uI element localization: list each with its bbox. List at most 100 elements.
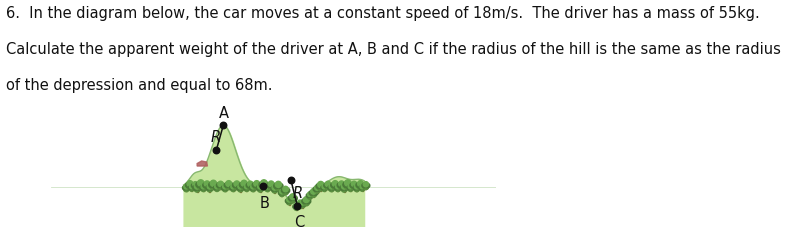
Polygon shape bbox=[191, 189, 192, 191]
Circle shape bbox=[335, 183, 340, 188]
Circle shape bbox=[290, 197, 296, 203]
Circle shape bbox=[233, 186, 237, 190]
Circle shape bbox=[272, 188, 277, 193]
Circle shape bbox=[336, 187, 340, 192]
Circle shape bbox=[272, 185, 277, 190]
Polygon shape bbox=[354, 187, 355, 190]
Circle shape bbox=[347, 186, 351, 190]
Circle shape bbox=[343, 182, 348, 188]
Circle shape bbox=[285, 199, 289, 203]
Polygon shape bbox=[236, 186, 237, 190]
Circle shape bbox=[196, 182, 201, 188]
Circle shape bbox=[353, 186, 357, 190]
Polygon shape bbox=[350, 189, 351, 191]
Circle shape bbox=[333, 181, 338, 187]
Text: R: R bbox=[210, 130, 221, 144]
Circle shape bbox=[288, 199, 293, 203]
Circle shape bbox=[189, 187, 194, 191]
Circle shape bbox=[189, 183, 195, 188]
Circle shape bbox=[214, 185, 219, 189]
Circle shape bbox=[296, 205, 300, 209]
Circle shape bbox=[236, 186, 241, 190]
Circle shape bbox=[263, 182, 269, 188]
Circle shape bbox=[191, 186, 195, 190]
Circle shape bbox=[307, 194, 313, 199]
Circle shape bbox=[299, 202, 303, 206]
Circle shape bbox=[247, 184, 253, 190]
Circle shape bbox=[313, 191, 318, 195]
Circle shape bbox=[302, 199, 307, 204]
Text: B: B bbox=[260, 195, 269, 210]
Circle shape bbox=[324, 186, 328, 190]
Circle shape bbox=[254, 181, 259, 187]
Circle shape bbox=[206, 183, 211, 188]
Polygon shape bbox=[203, 189, 204, 191]
Circle shape bbox=[268, 184, 274, 190]
Point bbox=[284, 179, 297, 182]
Circle shape bbox=[197, 186, 201, 190]
Polygon shape bbox=[196, 189, 198, 192]
Circle shape bbox=[357, 184, 363, 190]
Circle shape bbox=[185, 183, 191, 188]
Circle shape bbox=[234, 184, 240, 190]
Circle shape bbox=[285, 188, 290, 193]
Circle shape bbox=[356, 183, 361, 188]
Circle shape bbox=[275, 184, 281, 191]
Circle shape bbox=[324, 183, 329, 188]
Polygon shape bbox=[256, 186, 258, 190]
Circle shape bbox=[310, 194, 314, 198]
Circle shape bbox=[253, 186, 257, 190]
Circle shape bbox=[186, 186, 190, 190]
Polygon shape bbox=[327, 187, 329, 190]
Circle shape bbox=[300, 200, 305, 205]
Circle shape bbox=[256, 186, 261, 190]
Circle shape bbox=[210, 180, 217, 186]
Circle shape bbox=[247, 186, 251, 190]
Circle shape bbox=[354, 187, 359, 192]
Polygon shape bbox=[306, 202, 307, 206]
Circle shape bbox=[238, 187, 243, 192]
Circle shape bbox=[193, 186, 198, 190]
Polygon shape bbox=[360, 186, 361, 190]
Circle shape bbox=[355, 184, 359, 189]
Circle shape bbox=[187, 181, 193, 187]
Circle shape bbox=[191, 184, 195, 188]
Circle shape bbox=[234, 181, 240, 187]
Circle shape bbox=[344, 183, 351, 190]
Circle shape bbox=[204, 181, 210, 187]
Circle shape bbox=[318, 182, 324, 188]
Point bbox=[210, 148, 223, 152]
Circle shape bbox=[271, 187, 275, 191]
Circle shape bbox=[307, 194, 310, 198]
Polygon shape bbox=[270, 187, 272, 190]
Circle shape bbox=[344, 186, 348, 190]
Polygon shape bbox=[260, 189, 261, 192]
Circle shape bbox=[261, 183, 267, 190]
Circle shape bbox=[275, 182, 281, 188]
Circle shape bbox=[336, 184, 340, 189]
Circle shape bbox=[281, 188, 286, 193]
Circle shape bbox=[358, 181, 363, 187]
Circle shape bbox=[193, 182, 198, 187]
Circle shape bbox=[210, 183, 217, 190]
Circle shape bbox=[192, 184, 198, 190]
Circle shape bbox=[207, 184, 212, 189]
Circle shape bbox=[271, 183, 276, 188]
Circle shape bbox=[310, 189, 316, 194]
Circle shape bbox=[190, 185, 194, 189]
Circle shape bbox=[314, 185, 320, 190]
Polygon shape bbox=[344, 189, 345, 192]
Text: Calculate the apparent weight of the driver at A, B and C if the radius of the h: Calculate the apparent weight of the dri… bbox=[6, 42, 781, 57]
Circle shape bbox=[231, 187, 236, 192]
Circle shape bbox=[360, 183, 365, 188]
Circle shape bbox=[238, 184, 243, 189]
Circle shape bbox=[280, 190, 284, 194]
Circle shape bbox=[210, 186, 214, 190]
Circle shape bbox=[207, 187, 213, 192]
Circle shape bbox=[348, 187, 353, 192]
Circle shape bbox=[265, 184, 270, 189]
Circle shape bbox=[331, 186, 336, 190]
Circle shape bbox=[201, 187, 206, 192]
Circle shape bbox=[232, 183, 237, 188]
Circle shape bbox=[325, 184, 331, 190]
